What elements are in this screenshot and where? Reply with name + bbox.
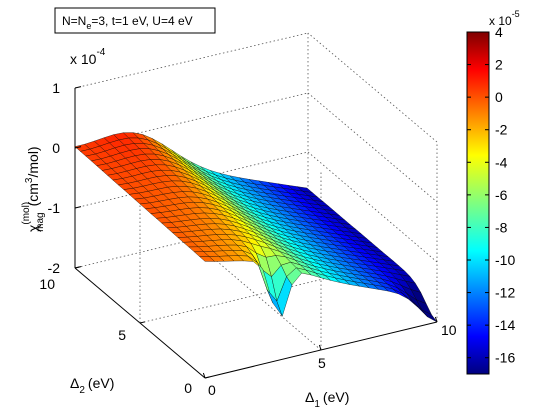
- x-tick-label: 10: [441, 322, 457, 338]
- colorbar-tick-label: -12: [495, 285, 515, 301]
- colorbar-tick-label: -10: [495, 252, 515, 268]
- surface-patch: [421, 309, 438, 323]
- surface-mesh: [74, 132, 438, 323]
- grid-line: [307, 92, 438, 203]
- colorbar: [466, 31, 490, 375]
- x-tick-label: 0: [208, 382, 216, 398]
- tick-mark: [202, 372, 206, 379]
- x-tick-label: 5: [318, 355, 326, 371]
- z-tick-label: 0: [52, 140, 60, 156]
- colorbar-tick-label: -8: [495, 219, 508, 235]
- tick-mark: [74, 266, 81, 269]
- grid-line: [74, 32, 309, 89]
- y-tick-label: 5: [118, 327, 126, 343]
- colorbar-tick-label: 0: [495, 89, 503, 105]
- z-tick-label: -1: [48, 200, 61, 216]
- tick-mark: [318, 344, 322, 351]
- y-axis-label: Δ2 (eV): [70, 375, 114, 396]
- colorbar-multiplier: x 10-5: [489, 9, 520, 28]
- colorbar-tick-label: -14: [495, 317, 515, 333]
- z-tick-label: 1: [52, 80, 60, 96]
- parameter-annotation: N=Ne=3, t=1 eV, U=4 eV: [54, 7, 216, 34]
- grid-line: [307, 32, 438, 143]
- tick-mark: [434, 316, 438, 323]
- z-multiplier: x 10-4: [70, 47, 106, 67]
- tick-mark: [74, 86, 82, 89]
- grid-line: [307, 151, 438, 263]
- z-axis-label: χ(mol) mag(cm3/mol): [21, 146, 46, 232]
- colorbar-ticks: 4 2 0 -2 -4 -6 -8 -10 -12 -14 -16: [467, 24, 515, 366]
- colorbar-tick-label: 2: [495, 57, 503, 73]
- annotation-text: N=Ne=3, t=1 eV, U=4 eV: [62, 14, 193, 31]
- colorbar-tick-label: -16: [495, 350, 515, 366]
- tick-mark: [74, 146, 82, 149]
- y-tick-label: 0: [184, 380, 192, 396]
- colorbar-tick-label: -2: [495, 122, 508, 138]
- colorbar-tick-label: -6: [495, 187, 508, 203]
- tick-mark: [74, 206, 82, 209]
- y-tick-label: 10: [39, 276, 55, 292]
- colorbar-tick-label: -4: [495, 154, 508, 170]
- colorbar-tick-label: 4: [495, 24, 503, 40]
- tick-mark: [139, 321, 146, 324]
- tick-marks: [74, 86, 438, 379]
- tick-mark: [204, 376, 211, 379]
- x-axis-label: Δ1 (eV): [305, 389, 349, 410]
- z-tick-label: -2: [48, 260, 61, 276]
- annotation-frame: [54, 7, 216, 34]
